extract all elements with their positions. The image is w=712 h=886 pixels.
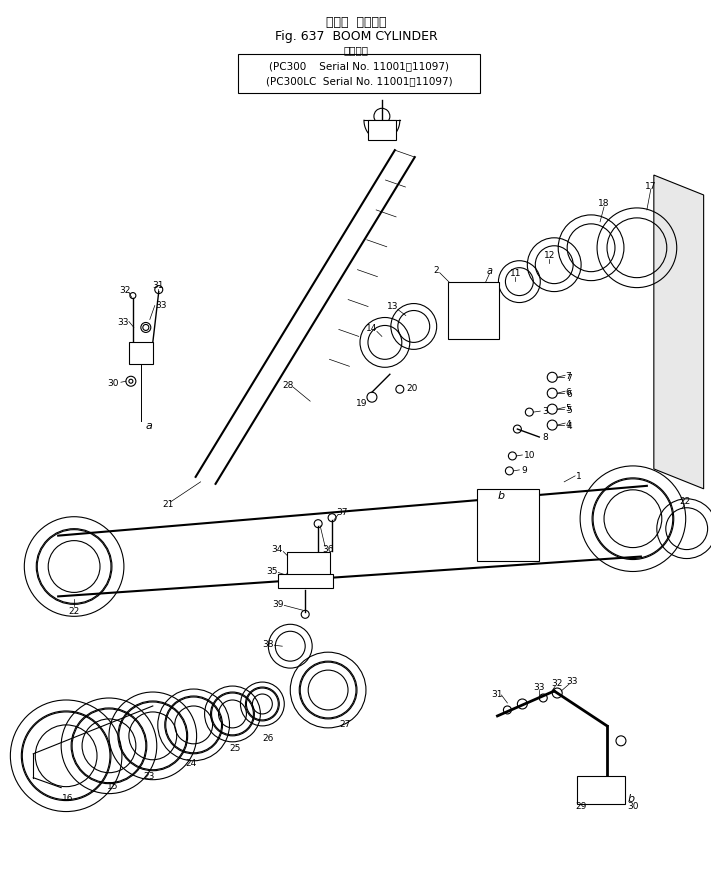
- Text: 32: 32: [552, 678, 563, 687]
- Text: 25: 25: [230, 743, 241, 752]
- Text: 32: 32: [119, 286, 130, 295]
- Text: 26: 26: [263, 734, 274, 742]
- Text: 37: 37: [336, 508, 347, 517]
- Text: 14: 14: [366, 323, 377, 332]
- Text: 31: 31: [492, 688, 503, 698]
- Text: 17: 17: [645, 182, 656, 190]
- Bar: [448, 283, 499, 340]
- Text: 9: 9: [521, 466, 527, 475]
- Text: a: a: [145, 421, 152, 431]
- Text: 2: 2: [433, 266, 439, 275]
- Text: ブーム  シリンダ: ブーム シリンダ: [326, 16, 386, 28]
- Text: 27: 27: [340, 719, 351, 728]
- Text: 5: 5: [565, 403, 571, 412]
- Bar: [278, 575, 333, 589]
- Text: b: b: [498, 490, 505, 501]
- Text: 30: 30: [627, 801, 639, 810]
- Bar: [577, 776, 625, 804]
- Text: 33: 33: [117, 317, 129, 327]
- Text: 19: 19: [356, 398, 367, 408]
- Text: 34: 34: [271, 545, 283, 554]
- Text: 4: 4: [565, 419, 571, 428]
- Text: 11: 11: [510, 268, 521, 278]
- Text: Fig. 637  BOOM CYLINDER: Fig. 637 BOOM CYLINDER: [275, 29, 437, 43]
- Text: 38: 38: [263, 639, 274, 648]
- Text: 36: 36: [323, 545, 334, 554]
- Text: (PC300LC  Serial No. 11001～11097): (PC300LC Serial No. 11001～11097): [266, 76, 452, 86]
- Text: (PC300    Serial No. 11001～11097): (PC300 Serial No. 11001～11097): [269, 61, 449, 72]
- Text: b: b: [627, 793, 634, 803]
- Text: 35: 35: [266, 566, 278, 575]
- Bar: [239, 54, 479, 94]
- Text: 22: 22: [68, 606, 80, 615]
- Text: 12: 12: [543, 251, 555, 260]
- Text: 31: 31: [152, 281, 164, 290]
- Text: 33: 33: [567, 676, 578, 685]
- Text: 21: 21: [162, 500, 174, 509]
- Bar: [287, 552, 330, 584]
- Text: 18: 18: [598, 199, 609, 208]
- Text: 4: 4: [566, 421, 572, 430]
- Text: 1: 1: [576, 472, 582, 481]
- Text: 6: 6: [566, 389, 572, 398]
- Text: 10: 10: [524, 451, 536, 460]
- Text: 28: 28: [283, 380, 294, 389]
- Text: 20: 20: [406, 384, 417, 392]
- Text: 3: 3: [543, 406, 548, 416]
- Text: a: a: [486, 266, 493, 276]
- Text: 8: 8: [543, 432, 548, 441]
- Text: 33: 33: [533, 681, 545, 691]
- Text: 23: 23: [143, 772, 155, 781]
- Text: 29: 29: [575, 801, 587, 810]
- Text: 6: 6: [565, 387, 571, 396]
- Bar: [368, 121, 396, 141]
- Text: 22: 22: [679, 497, 691, 506]
- Text: 13: 13: [387, 302, 399, 311]
- Text: 39: 39: [273, 599, 284, 608]
- Text: 適用号機: 適用号機: [343, 45, 369, 56]
- Text: 15: 15: [108, 781, 119, 790]
- Bar: [476, 489, 539, 561]
- Text: 7: 7: [565, 371, 571, 380]
- Text: 16: 16: [63, 793, 74, 802]
- Bar: [129, 343, 153, 365]
- Text: 24: 24: [185, 758, 197, 767]
- Polygon shape: [654, 175, 703, 489]
- Text: 33: 33: [155, 300, 167, 310]
- Text: 7: 7: [566, 373, 572, 383]
- Text: 30: 30: [108, 378, 119, 387]
- Text: 5: 5: [566, 405, 572, 414]
